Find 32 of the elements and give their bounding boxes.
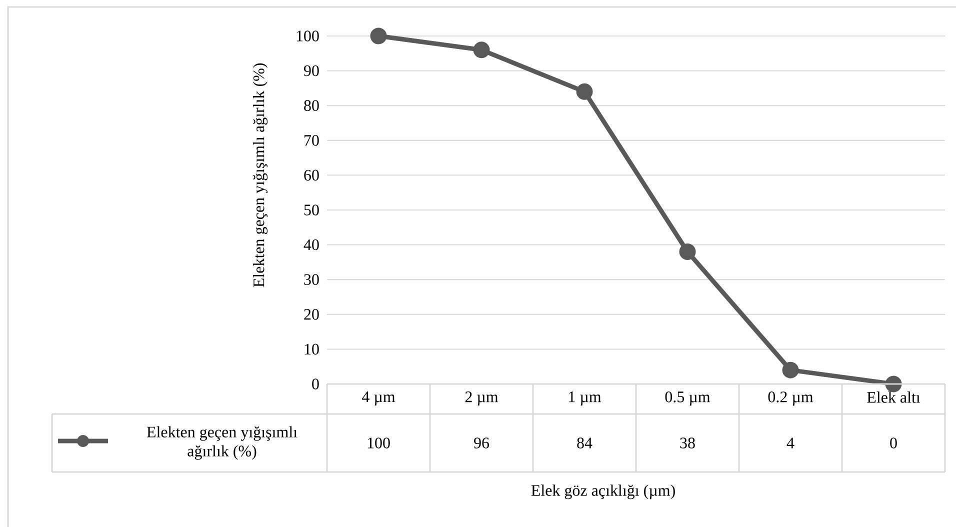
point xyxy=(679,243,696,260)
y-tick-label: 60 xyxy=(304,170,319,181)
y-tick-label: 90 xyxy=(304,65,319,76)
x-tick-label: 2 µm xyxy=(465,392,498,406)
y-axis-title: Elekten geçen yığışımlı ağırlık (%) xyxy=(252,63,268,288)
data-label: 84 xyxy=(577,438,592,448)
point xyxy=(885,376,902,392)
y-tick-label: 40 xyxy=(304,239,319,250)
y-tick-label: 50 xyxy=(304,204,319,216)
x-tick-label: Elek altı xyxy=(867,392,920,403)
x-tick-label: 1 µm xyxy=(569,392,602,406)
point xyxy=(782,362,799,378)
y-tick-label: 80 xyxy=(304,100,319,111)
data-label: 96 xyxy=(474,438,490,448)
y-tick-label: 70 xyxy=(304,134,319,146)
y-tick-label: 20 xyxy=(304,308,319,320)
y-tick-label: 0 xyxy=(312,378,319,390)
x-tick-label: 0.2 µm xyxy=(768,392,814,406)
data-label: 38 xyxy=(680,438,695,448)
point xyxy=(576,83,593,100)
y-tick-label: 100 xyxy=(296,30,319,42)
x-axis-title: Elek göz açıklığı (µm) xyxy=(531,484,675,500)
x-tick-label: 4 µm xyxy=(362,392,396,406)
data-label: 0 xyxy=(890,438,897,448)
data-label: 100 xyxy=(368,438,390,448)
y-tick-label: 10 xyxy=(304,344,319,355)
point xyxy=(370,28,387,44)
point xyxy=(473,42,490,58)
text: Elekten geçen yığışımlı ağırlık (%) xyxy=(146,426,298,460)
y-tick-label: 30 xyxy=(304,274,319,285)
x-tick-label: 0.5 µm xyxy=(665,392,710,406)
data-label: 4 xyxy=(786,438,794,448)
